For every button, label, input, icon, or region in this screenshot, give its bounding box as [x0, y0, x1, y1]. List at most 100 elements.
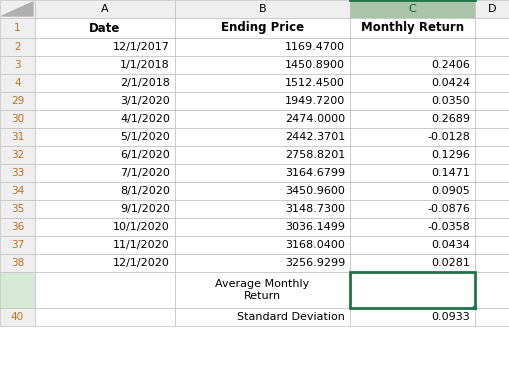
Text: 3036.1499: 3036.1499 — [285, 222, 344, 232]
Text: 34: 34 — [11, 186, 24, 196]
Bar — [0, 110, 35, 128]
Bar — [175, 182, 349, 200]
Bar — [474, 128, 509, 146]
Text: 3164.6799: 3164.6799 — [285, 168, 344, 178]
Bar — [349, 128, 474, 146]
Text: 10/1/2020: 10/1/2020 — [113, 222, 169, 232]
Bar — [474, 164, 509, 182]
Text: 9/1/2020: 9/1/2020 — [120, 204, 169, 214]
Text: 6/1/2020: 6/1/2020 — [120, 150, 169, 160]
Bar — [349, 110, 474, 128]
Bar — [175, 92, 349, 110]
Text: 29: 29 — [11, 96, 24, 106]
Bar — [474, 236, 509, 254]
Text: C: C — [408, 4, 415, 14]
Text: 3168.0400: 3168.0400 — [285, 240, 344, 250]
Bar — [349, 308, 474, 326]
Bar — [35, 254, 175, 272]
Text: 31: 31 — [11, 132, 24, 142]
Text: B: B — [258, 4, 266, 14]
Bar — [349, 254, 474, 272]
Text: 3450.9600: 3450.9600 — [285, 186, 344, 196]
Text: 1949.7200: 1949.7200 — [284, 96, 344, 106]
Bar — [474, 200, 509, 218]
Bar — [0, 18, 35, 38]
Text: 36: 36 — [11, 222, 24, 232]
Bar — [0, 0, 35, 18]
Text: -0.0876: -0.0876 — [427, 204, 469, 214]
Text: Date: Date — [89, 22, 121, 35]
Text: 11/1/2020: 11/1/2020 — [113, 240, 169, 250]
Bar — [349, 182, 474, 200]
Text: 0.1471: 0.1471 — [430, 168, 469, 178]
Bar — [35, 182, 175, 200]
Bar — [175, 18, 349, 38]
Bar — [175, 272, 349, 308]
Bar — [474, 182, 509, 200]
Bar — [474, 218, 509, 236]
Bar — [35, 18, 175, 38]
Bar — [35, 128, 175, 146]
Text: 4/1/2020: 4/1/2020 — [120, 114, 169, 124]
Text: -0.0128: -0.0128 — [427, 132, 469, 142]
Bar — [175, 74, 349, 92]
Bar — [0, 164, 35, 182]
Bar — [349, 92, 474, 110]
Text: Ending Price: Ending Price — [220, 22, 303, 35]
Bar — [0, 236, 35, 254]
Bar — [175, 110, 349, 128]
Text: Monthly Return: Monthly Return — [360, 22, 463, 35]
Text: 3/1/2020: 3/1/2020 — [120, 96, 169, 106]
Bar — [35, 74, 175, 92]
Bar — [0, 308, 35, 326]
Bar — [474, 18, 509, 38]
Bar — [349, 236, 474, 254]
Bar — [35, 308, 175, 326]
Bar — [175, 218, 349, 236]
Bar — [175, 308, 349, 326]
Bar — [349, 146, 474, 164]
Text: 40: 40 — [11, 312, 24, 322]
Bar — [35, 0, 175, 18]
Bar — [35, 56, 175, 74]
Bar — [175, 56, 349, 74]
Bar — [175, 146, 349, 164]
Text: 2442.3701: 2442.3701 — [284, 132, 344, 142]
Text: 2: 2 — [14, 42, 21, 52]
Text: 0.2406: 0.2406 — [430, 60, 469, 70]
Text: 2474.0000: 2474.0000 — [285, 114, 344, 124]
Bar — [474, 272, 509, 308]
Text: 0.0905: 0.0905 — [431, 186, 469, 196]
Text: 1450.8900: 1450.8900 — [285, 60, 344, 70]
Text: 2/1/2018: 2/1/2018 — [120, 78, 169, 88]
Bar — [349, 38, 474, 56]
Text: A: A — [101, 4, 108, 14]
Bar — [175, 38, 349, 56]
Bar — [35, 218, 175, 236]
Bar — [0, 182, 35, 200]
Text: 1/1/2018: 1/1/2018 — [120, 60, 169, 70]
Text: 1512.4500: 1512.4500 — [285, 78, 344, 88]
Bar — [175, 236, 349, 254]
Bar — [349, 74, 474, 92]
Bar — [35, 272, 175, 308]
Text: Standard Deviation: Standard Deviation — [237, 312, 344, 322]
Bar — [474, 146, 509, 164]
Bar — [349, 56, 474, 74]
Text: 0.0434: 0.0434 — [430, 240, 469, 250]
Bar — [35, 110, 175, 128]
Text: 0.0281: 0.0281 — [430, 258, 469, 268]
Bar — [474, 0, 509, 18]
Text: 3148.7300: 3148.7300 — [285, 204, 344, 214]
Text: 3256.9299: 3256.9299 — [284, 258, 344, 268]
Bar — [175, 0, 349, 18]
Bar — [35, 92, 175, 110]
Bar — [349, 272, 474, 308]
Bar — [349, 18, 474, 38]
Text: Average Monthly
Return: Average Monthly Return — [215, 279, 309, 301]
Text: 0.0933: 0.0933 — [431, 312, 469, 322]
Bar — [35, 38, 175, 56]
Bar — [0, 92, 35, 110]
Bar — [175, 128, 349, 146]
Text: 33: 33 — [11, 168, 24, 178]
